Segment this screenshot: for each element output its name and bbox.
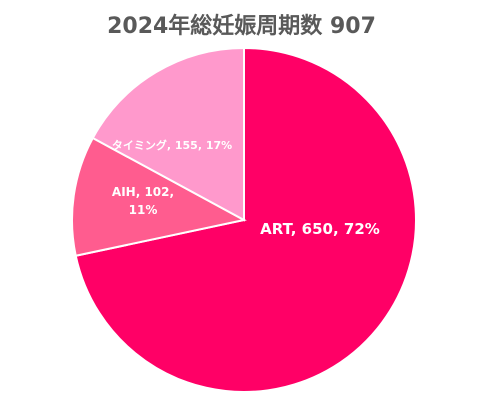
slice-label-0: ART, 650, 72% bbox=[260, 220, 380, 238]
slice-label-1: AIH, 102, 11% bbox=[112, 185, 174, 217]
pie-slice-1 bbox=[71, 136, 247, 257]
pie-slice-2 bbox=[91, 46, 245, 222]
slice-label-2: タイミング, 155, 17% bbox=[112, 138, 232, 152]
chart-title: 2024年総妊娠周期数 907 bbox=[107, 14, 376, 39]
